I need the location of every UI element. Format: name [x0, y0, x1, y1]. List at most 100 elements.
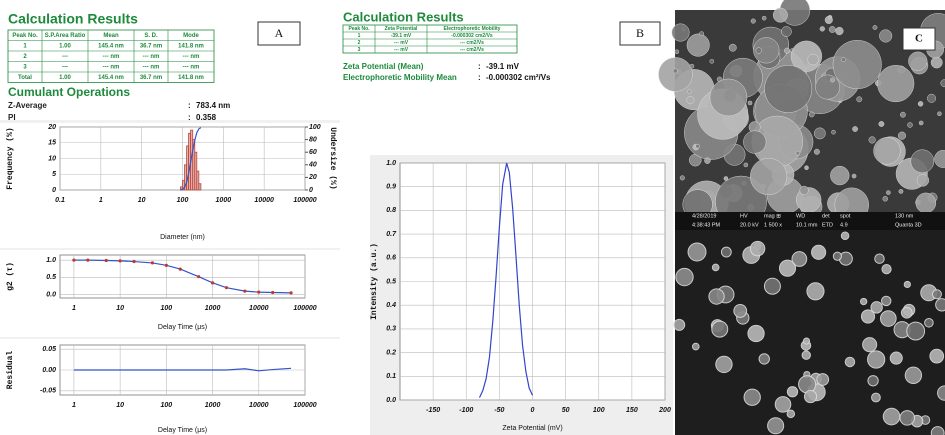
particle — [831, 129, 836, 135]
x-tick-label: 1000 — [205, 305, 221, 312]
sem-info: 4/28/2019 — [692, 213, 716, 219]
particle — [671, 23, 690, 42]
table-cell: -0.000302 cm2/Vs — [451, 33, 493, 39]
sem-info: mag ⊞ — [764, 213, 781, 219]
table-header: S. D. — [144, 33, 158, 39]
particle — [807, 53, 819, 66]
y-tick-label: 0.6 — [386, 255, 396, 262]
label-box — [257, 21, 301, 46]
y-tick-label: 0.9 — [386, 184, 396, 191]
data-point — [289, 291, 293, 295]
particle — [728, 43, 737, 52]
table-cell: --- nm — [183, 64, 200, 70]
particle — [871, 392, 881, 403]
data-point — [86, 258, 90, 262]
x-tick-label: 1000 — [205, 402, 221, 409]
particle — [877, 65, 915, 103]
particle — [870, 301, 883, 314]
table-cell: --- nm — [103, 54, 120, 60]
x-tick-label: 100 — [177, 197, 189, 204]
sem-info: Quanta 3D — [895, 222, 922, 228]
particle — [808, 111, 815, 118]
table-cell: --- — [62, 64, 68, 70]
y-tick-label: 5 — [52, 171, 56, 178]
x-tick-label: 100000 — [293, 197, 316, 204]
particle — [924, 317, 934, 328]
x-tick-label: 1 — [72, 402, 76, 409]
table-cell: 2 — [358, 40, 361, 46]
table-cell: 141.8 nm — [178, 43, 204, 49]
particle — [867, 375, 879, 387]
y-tick-label: 0.0 — [386, 397, 396, 404]
x-tick-label: 100 — [161, 305, 173, 312]
table-cell: --- nm — [143, 54, 160, 60]
particle — [844, 356, 856, 368]
particle — [906, 321, 926, 341]
stat-sep: : — [478, 62, 481, 71]
particle — [786, 409, 796, 419]
sem-info: spot — [840, 213, 851, 219]
particle — [881, 264, 892, 275]
particle — [709, 78, 748, 117]
particle — [931, 289, 942, 300]
particle — [715, 355, 733, 374]
particle — [856, 96, 863, 103]
stat-label: PI — [8, 113, 16, 122]
sem-info: 10.1 mm — [796, 222, 818, 228]
particle — [897, 131, 907, 140]
y2-tick-label: 40 — [308, 162, 317, 169]
table-cell: 3 — [358, 47, 361, 53]
table-cell: --- cm2/Vs — [460, 47, 484, 53]
x-tick-label: 10000 — [254, 197, 274, 204]
particle — [813, 127, 826, 140]
particle — [720, 246, 732, 258]
particle — [830, 77, 836, 83]
particle — [786, 386, 799, 398]
particle — [862, 337, 878, 353]
table-cell: 1 — [23, 43, 27, 49]
particle — [691, 342, 700, 351]
table-cell: --- nm — [143, 64, 160, 70]
particle — [763, 277, 781, 295]
x-tick-label: 200 — [658, 407, 671, 414]
x-tick-label: 0.1 — [55, 197, 65, 204]
data-line — [478, 162, 534, 398]
sem-info: ETD — [822, 222, 833, 228]
particle — [791, 251, 808, 267]
table-cell: 141.8 nm — [178, 75, 204, 81]
x-tick-label: 10 — [116, 305, 124, 312]
particle — [930, 426, 945, 435]
particle — [878, 121, 885, 127]
y-axis-label: Residual — [6, 351, 15, 390]
results-title: Calculation Results — [343, 9, 464, 24]
particle — [801, 350, 811, 360]
particle — [815, 74, 841, 100]
data-point — [72, 258, 76, 262]
data-point — [178, 267, 182, 271]
sem-info: 20.0 kV — [740, 222, 759, 228]
particle — [806, 282, 825, 301]
particle — [916, 174, 930, 187]
x-axis-label: Diameter (nm) — [160, 234, 205, 241]
sem-info: 4:38:43 PM — [692, 222, 721, 228]
particle — [930, 56, 943, 69]
y-tick-label: 0.4 — [386, 302, 396, 309]
particle — [832, 251, 842, 261]
y-tick-label: 0.7 — [386, 231, 397, 238]
stat-sep: : — [478, 73, 481, 82]
particle — [753, 37, 780, 64]
table-header: Electrophoretic Mobility — [444, 26, 501, 32]
x-tick-label: 100 — [161, 402, 173, 409]
particle — [772, 7, 788, 23]
table-header: Peak No. — [12, 33, 38, 39]
particle — [761, 15, 767, 21]
label-box — [619, 21, 661, 46]
particle — [899, 410, 915, 426]
sem-info: HV — [740, 213, 748, 219]
particle — [674, 49, 680, 55]
particle — [798, 375, 817, 394]
particle — [802, 337, 811, 345]
particle — [874, 253, 885, 264]
y-tick-label: 0.3 — [386, 326, 396, 333]
particle — [804, 165, 809, 170]
